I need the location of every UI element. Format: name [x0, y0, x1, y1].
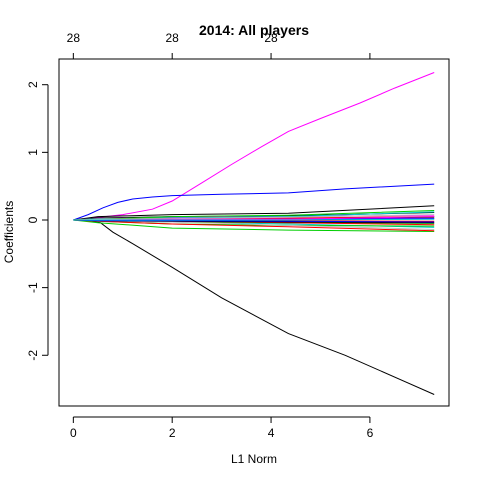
- axes-layer: 0 2 4 6 28 28 28 -2 -1 0 1 2: [26, 31, 374, 440]
- y-tick-label-4: 1: [26, 149, 40, 156]
- top-tick-label-2: 28: [166, 31, 180, 45]
- y-tick-label-2: -1: [26, 282, 40, 293]
- series-line-13: [73, 219, 435, 232]
- x-tick-label-1: 0: [70, 426, 77, 440]
- x-tick-label-3: 4: [268, 426, 275, 440]
- y-tick-label-3: 0: [26, 216, 40, 223]
- x-axis-label: L1 Norm: [231, 452, 277, 466]
- y-axis-label: Coefficients: [2, 201, 16, 263]
- series-line-2: [73, 183, 435, 221]
- y-tick-label-1: -2: [26, 350, 40, 361]
- top-tick-label-1: 28: [67, 31, 81, 45]
- series-line-4: [73, 205, 435, 221]
- series-layer: [73, 72, 435, 395]
- y-tick-label-5: 2: [26, 81, 40, 88]
- chart-title: 2014: All players: [199, 22, 309, 38]
- top-tick-label-3: 28: [264, 31, 278, 45]
- series-line-25: [73, 218, 435, 221]
- x-tick-label-4: 6: [367, 426, 374, 440]
- series-line-3: [73, 219, 435, 395]
- series-line-1: [73, 72, 435, 221]
- x-tick-label-2: 2: [169, 426, 176, 440]
